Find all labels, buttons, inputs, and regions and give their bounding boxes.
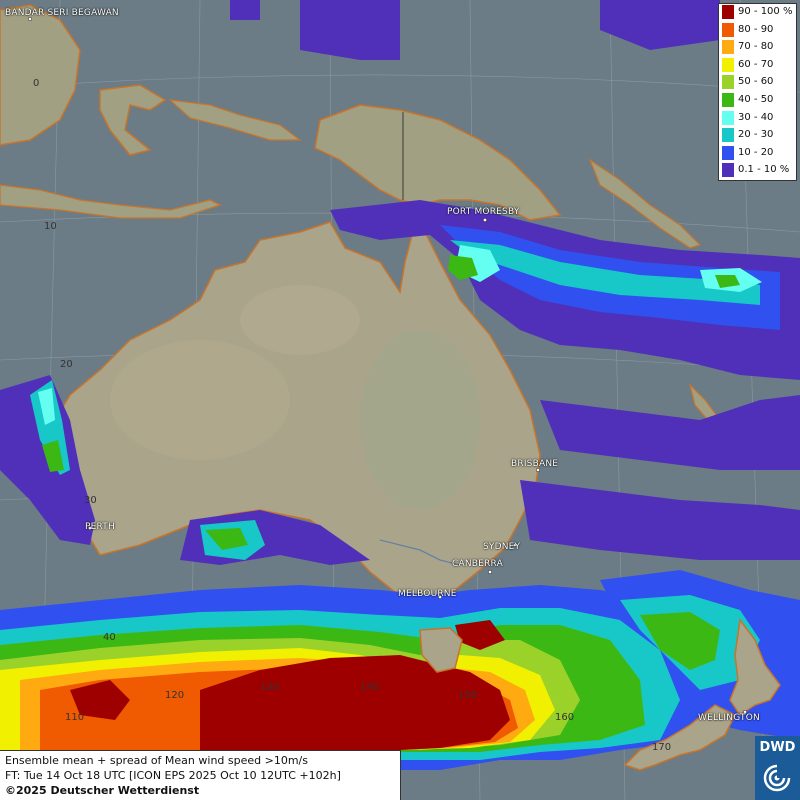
legend-swatch [722,40,734,55]
river-line [379,539,461,566]
legend-swatch [722,110,734,125]
new-zealand-north-island [729,618,781,717]
dwd-swirl-icon [763,764,791,792]
borneo-landmass [0,4,81,146]
legend-label: 30 - 40 [738,111,774,123]
legend-swatch [722,128,734,143]
grid-label-lon: 170 [652,742,672,753]
grid-label-lon: 150 [458,690,478,701]
terrain-patch [360,330,480,510]
legend-row: 50 - 60 [719,74,798,91]
city-dots [27,16,748,715]
legend-swatch [722,22,734,37]
grid-label-lat: 40 [103,632,116,643]
legend-label: 20 - 30 [738,129,774,141]
legend-row: 0.1 - 10 % [719,162,798,179]
legend-row: 90 - 100 % [719,4,798,21]
maluku-islands [168,99,302,141]
grid-label-lon: 130 [260,682,280,693]
city-label-port-moresby: PORT MORESBY [447,207,520,217]
probability-shading [0,0,800,770]
new-guinea-landmass [314,104,562,221]
legend-swatch [722,57,734,72]
city-label-bandar-seri-begawan: BANDAR SERI BEGAWAN [5,8,119,18]
legend-label: 50 - 60 [738,76,774,88]
legend-row: 70 - 80 [719,39,798,56]
tasmania-landmass-top [419,627,463,673]
city-label-perth: PERTH [85,522,115,532]
forecast-time: FT: Tue 14 Oct 18 UTC [ICON EPS 2025 Oct… [5,769,341,782]
sulawesi-landmass [99,84,167,156]
legend-swatch [722,75,734,90]
legend-label: 90 - 100 % [738,6,793,17]
city-label-melbourne: MELBOURNE [398,589,457,599]
solomon-islands [588,158,702,249]
legend-label: 0.1 - 10 % [738,164,790,176]
legend-row: 10 - 20 [719,145,798,162]
grid-label-lat: 10 [44,221,57,232]
legend-row: 20 - 30 [719,127,798,144]
legend-swatch [722,5,734,19]
city-label-sydney: SYDNEY [483,542,521,552]
legend-label: 70 - 80 [738,41,774,53]
lesser-sunda-islands [0,184,222,219]
legend-label: 80 - 90 [738,23,774,35]
grid-label-lon: 160 [555,712,575,723]
legend-swatch [722,145,734,160]
grid-label-lon: 120 [165,690,185,701]
city-label-canberra: CANBERRA [452,559,503,569]
grid-label-lat: 30 [84,495,97,506]
probability-legend: 90 - 100 % 80 - 90 70 - 80 60 - 70 50 - 60 40… [718,3,797,181]
legend-label: 60 - 70 [738,58,774,70]
product-description: Ensemble mean + spread of Mean wind spee… [5,754,308,767]
legend-label: 40 - 50 [738,94,774,105]
legend-row: 40 - 50 [719,92,798,109]
grid-label-lon: 140 [360,682,380,693]
legend-row: 60 - 70 [719,57,798,74]
info-box: Ensemble mean + spread of Mean wind spee… [0,750,401,800]
terrain-patch [240,285,360,355]
copyright: ©2025 Deutscher Wetterdienst [5,784,200,797]
grid-label-lat: 20 [60,359,73,370]
grid-label-lat: 0 [33,78,40,89]
legend-row: 80 - 90 [719,22,798,39]
logo-text: DWD [759,740,796,755]
dwd-logo: DWD [755,736,800,800]
legend-row: 30 - 40 [719,110,798,127]
legend-swatch [722,163,734,178]
grid-label-lon: 110 [65,712,85,723]
city-label-brisbane: BRISBANE [511,459,559,469]
new-zealand-south-island [623,704,737,771]
terrain-patch [110,340,290,460]
legend-swatch [722,93,734,107]
legend-label: 10 - 20 [738,146,774,158]
city-label-wellington: WELLINGTON [698,713,760,723]
